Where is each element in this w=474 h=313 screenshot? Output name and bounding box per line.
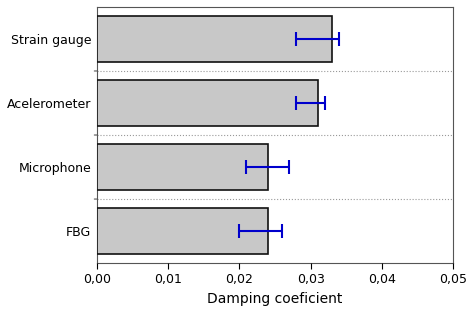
Bar [97,208,268,254]
X-axis label: Damping coeficient: Damping coeficient [207,292,343,306]
Bar [97,80,318,126]
Bar [97,16,332,62]
Bar [97,144,268,190]
